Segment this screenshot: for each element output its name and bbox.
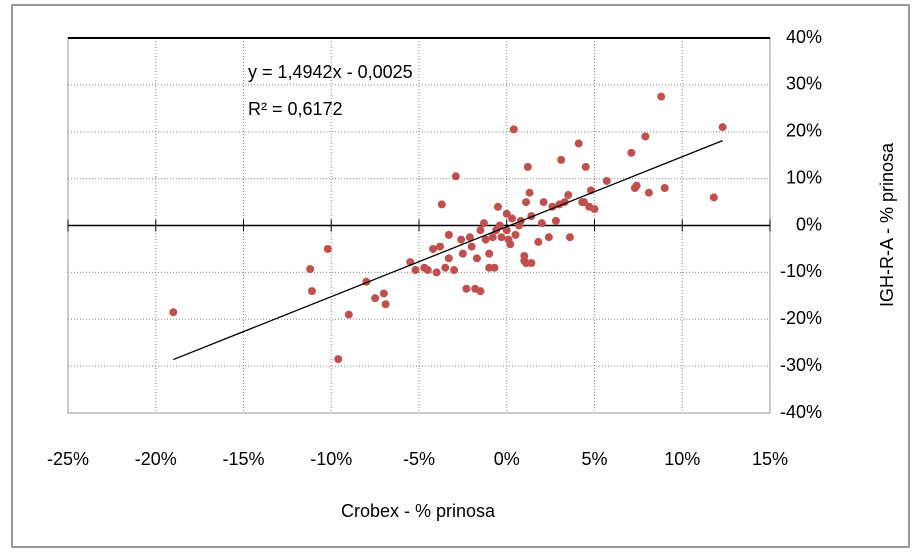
- x-tick-label: -20%: [135, 449, 177, 469]
- point: [502, 209, 511, 218]
- point: [444, 230, 453, 239]
- point: [581, 162, 590, 171]
- point: [458, 249, 467, 258]
- point: [451, 172, 460, 181]
- y-tick-label: 10%: [786, 167, 822, 187]
- point: [441, 263, 450, 272]
- point: [590, 205, 599, 214]
- point: [371, 294, 380, 303]
- point: [709, 193, 718, 202]
- point: [627, 148, 636, 157]
- point: [718, 123, 727, 132]
- point: [557, 155, 566, 164]
- point: [462, 284, 471, 293]
- point: [511, 230, 520, 239]
- point: [306, 265, 315, 274]
- x-tick-label: 5%: [581, 449, 607, 469]
- point: [437, 200, 446, 209]
- point: [565, 233, 574, 242]
- point: [429, 244, 438, 253]
- point: [467, 242, 476, 251]
- point: [523, 162, 532, 171]
- point: [502, 226, 511, 235]
- point: [432, 268, 441, 277]
- point: [472, 254, 481, 263]
- point: [539, 198, 548, 207]
- point: [476, 226, 485, 235]
- point: [436, 242, 445, 251]
- point: [450, 266, 459, 275]
- point: [444, 254, 453, 263]
- point: [579, 198, 588, 207]
- point: [544, 233, 553, 242]
- point: [602, 176, 611, 185]
- point: [632, 181, 641, 190]
- point: [334, 355, 343, 364]
- point: [508, 214, 517, 223]
- point: [169, 308, 178, 317]
- x-tick-label: -15%: [222, 449, 264, 469]
- x-tick-label: 0%: [494, 449, 520, 469]
- point: [660, 184, 669, 192]
- point: [465, 233, 474, 242]
- point: [344, 310, 353, 319]
- chart-frame: [11, 4, 910, 548]
- point: [476, 287, 485, 296]
- point: [564, 191, 573, 200]
- point: [493, 202, 502, 211]
- x-tick-label: -25%: [47, 449, 89, 469]
- y-tick-label: -10%: [780, 261, 822, 281]
- trendline: [173, 140, 723, 361]
- x-tick-label: 15%: [752, 449, 788, 469]
- y-tick-label: 30%: [786, 74, 822, 94]
- point: [457, 235, 466, 244]
- point: [574, 139, 583, 148]
- y-tick-label: 20%: [786, 121, 822, 141]
- point: [485, 249, 494, 258]
- point: [381, 300, 390, 309]
- y-tick-label: 40%: [786, 27, 822, 47]
- point: [522, 198, 531, 207]
- point: [551, 216, 560, 225]
- x-tick-label: 10%: [664, 449, 700, 469]
- point: [509, 125, 518, 134]
- point: [644, 188, 653, 197]
- x-axis-title: Crobex - % prinosa: [341, 501, 496, 521]
- point: [307, 287, 316, 296]
- point: [506, 240, 515, 249]
- point: [525, 188, 534, 197]
- point: [379, 289, 388, 298]
- point: [495, 221, 504, 230]
- point: [537, 219, 546, 228]
- point: [411, 266, 420, 275]
- y-tick-label: -30%: [780, 355, 822, 375]
- r-squared: R² = 0,6172: [248, 99, 343, 119]
- point: [520, 251, 529, 260]
- y-tick-label: 0%: [796, 214, 822, 234]
- x-tick-label: -10%: [310, 449, 352, 469]
- point: [534, 237, 543, 246]
- point: [479, 219, 488, 228]
- point: [490, 263, 499, 272]
- point: [488, 233, 497, 242]
- y-axis-title: IGH-R-A - % prinosa: [877, 142, 897, 307]
- x-tick-label: -5%: [403, 449, 435, 469]
- point: [481, 235, 490, 244]
- y-tick-label: -20%: [780, 308, 822, 328]
- point: [323, 244, 332, 253]
- y-tick-label: -40%: [780, 402, 822, 422]
- point: [497, 233, 506, 242]
- point: [423, 266, 432, 275]
- equation: y = 1,4942x - 0,0025: [248, 62, 413, 82]
- point: [527, 259, 536, 267]
- point: [657, 92, 666, 101]
- point: [641, 132, 650, 141]
